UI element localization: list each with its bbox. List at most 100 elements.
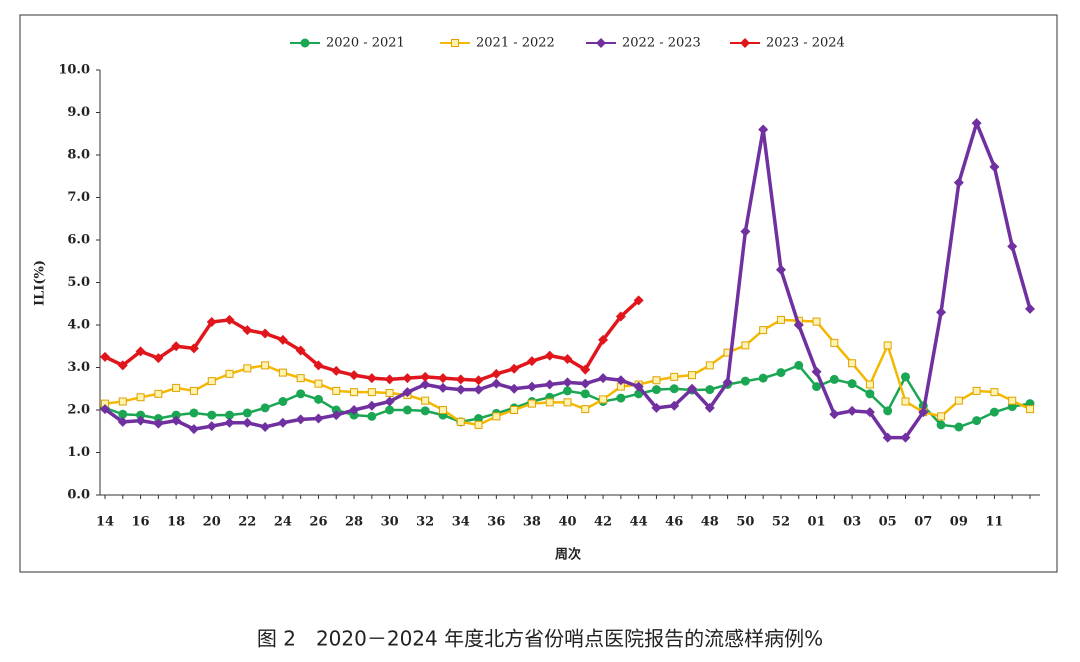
data-point [865, 380, 874, 389]
data-point [793, 320, 804, 330]
x-tick-label: 46 [665, 515, 683, 530]
data-point [598, 334, 609, 345]
data-point [775, 264, 786, 275]
data-point [937, 412, 946, 421]
data-point [847, 405, 858, 416]
data-point [651, 402, 662, 413]
data-point [260, 403, 270, 413]
data-point [277, 334, 288, 345]
data-point [366, 400, 377, 411]
data-point [188, 424, 199, 435]
y-tick-label: 3.0 [67, 360, 90, 375]
x-tick-label: 07 [914, 515, 932, 530]
x-tick-label: 36 [487, 515, 505, 530]
data-point [171, 341, 182, 352]
data-point [100, 404, 110, 415]
data-point [135, 346, 146, 357]
x-tick-label: 32 [416, 515, 434, 530]
data-point [651, 385, 661, 395]
data-point [972, 416, 982, 426]
data-point [331, 405, 341, 415]
data-point [437, 373, 448, 384]
y-tick-label: 1.0 [67, 445, 90, 460]
data-point [207, 377, 216, 386]
data-point [758, 124, 769, 135]
data-point [580, 389, 590, 399]
x-tick-label: 28 [345, 515, 363, 530]
data-point [599, 395, 608, 404]
data-point [953, 177, 964, 188]
data-point [722, 377, 733, 388]
x-tick-label: 16 [132, 515, 150, 530]
data-point [171, 410, 181, 420]
data-point [242, 325, 253, 336]
data-point [332, 386, 341, 395]
y-tick-label: 0.0 [67, 488, 90, 503]
data-point [544, 350, 555, 361]
data-point [1007, 241, 1018, 252]
data-point [1026, 405, 1034, 414]
x-tick-label: 26 [309, 515, 327, 530]
data-point [225, 369, 234, 378]
data-point [527, 399, 536, 408]
data-point [811, 366, 822, 377]
data-point [669, 400, 680, 411]
data-point [989, 161, 1000, 172]
data-point [563, 386, 572, 396]
data-point [260, 422, 271, 432]
data-point [172, 383, 181, 392]
x-tick-label: 03 [843, 515, 861, 530]
data-point [652, 376, 661, 385]
data-point [1025, 303, 1035, 314]
data-point [420, 406, 430, 416]
x-tick-label: 18 [167, 515, 185, 530]
y-tick-label: 10.0 [58, 63, 90, 78]
data-point [117, 416, 128, 427]
data-point [954, 422, 964, 432]
data-point [350, 388, 359, 397]
data-point [865, 389, 875, 399]
data-point [100, 351, 110, 362]
legend-label: 2022 - 2023 [622, 36, 701, 51]
data-point [474, 414, 484, 423]
data-point [705, 361, 714, 370]
data-point [474, 420, 483, 429]
data-point [670, 372, 679, 381]
data-point [812, 317, 821, 326]
data-point [242, 417, 253, 428]
data-point [705, 385, 715, 395]
data-point [455, 374, 466, 385]
data-point [882, 432, 893, 443]
data-point [864, 407, 875, 418]
data-point [509, 383, 520, 394]
y-tick-label: 7.0 [67, 190, 90, 205]
data-point [224, 314, 235, 325]
data-point [972, 386, 981, 395]
data-point [295, 345, 306, 356]
data-point [901, 397, 910, 406]
data-point [402, 405, 412, 415]
data-point [990, 388, 999, 397]
data-point [261, 361, 270, 370]
data-point [331, 365, 342, 376]
data-point [136, 393, 145, 402]
data-point [633, 295, 644, 306]
legend-marker [451, 39, 459, 47]
data-point [384, 396, 395, 407]
data-point [437, 382, 448, 393]
data-point [989, 407, 999, 417]
data-point [367, 411, 377, 421]
x-tick-label: 48 [701, 515, 719, 530]
x-tick-label: 52 [772, 515, 790, 530]
data-point [491, 378, 502, 389]
data-point [491, 368, 502, 379]
data-point [1008, 396, 1017, 405]
data-point [188, 343, 199, 354]
data-point [313, 360, 324, 371]
y-tick-label: 8.0 [67, 148, 90, 163]
data-point [759, 326, 768, 335]
data-point [776, 315, 785, 324]
data-point [847, 379, 857, 389]
data-point [971, 118, 982, 129]
